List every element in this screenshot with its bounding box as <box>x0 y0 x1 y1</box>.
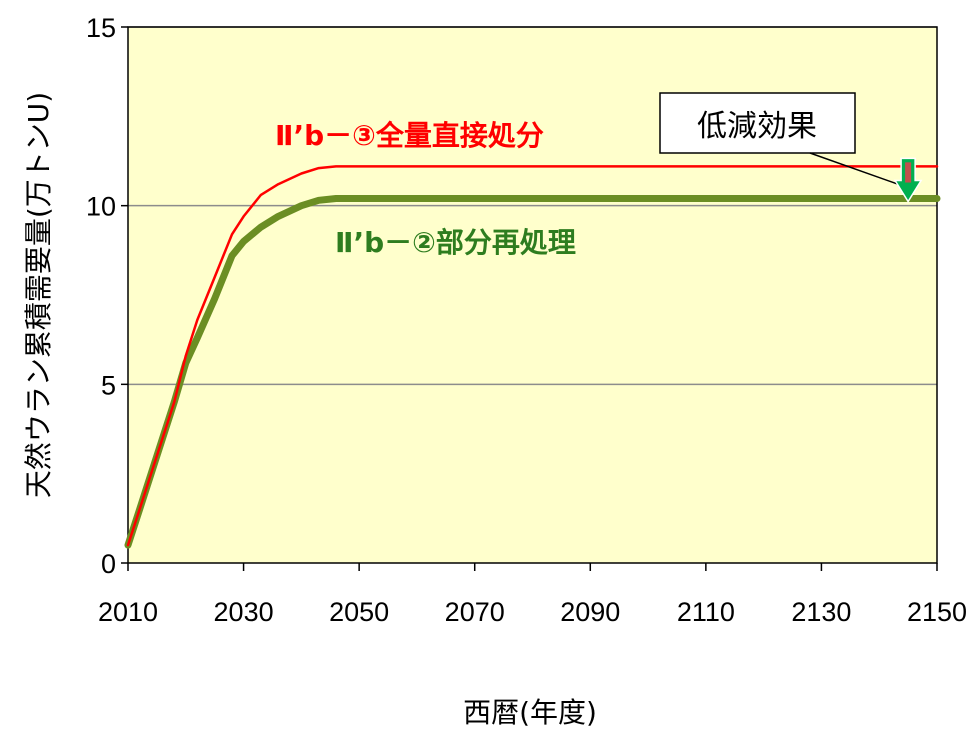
x-tick-label: 2130 <box>791 597 851 627</box>
series-line-1 <box>126 165 939 547</box>
x-tick-label: 2010 <box>98 597 158 627</box>
plot-border <box>127 26 938 564</box>
x-tick-label: 2050 <box>329 597 389 627</box>
x-tick-label: 2030 <box>214 597 274 627</box>
reduction-arrow-core <box>905 162 912 183</box>
y-tick-label: 15 <box>86 13 116 43</box>
series-label-2: Ⅱ’b－②部分再処理 <box>335 226 576 259</box>
y-tick-label: 5 <box>101 370 116 400</box>
x-tick-label: 2070 <box>445 597 505 627</box>
y-tick-label: 10 <box>86 192 116 222</box>
x-tick-label: 2110 <box>677 597 735 627</box>
y-tick-label: 0 <box>101 549 116 579</box>
y-axis-label: 天然ウラン累積需要量(万トンU) <box>22 92 55 498</box>
x-tick-label: 2090 <box>560 597 620 627</box>
callout-box <box>659 92 856 154</box>
series-label-1: Ⅱ’b－③全量直接処分 <box>275 119 544 152</box>
x-axis-label: 西暦(年度) <box>463 696 597 729</box>
callout-text: 低減効果 <box>697 109 817 144</box>
callout-leader <box>809 152 905 188</box>
x-tick-label: 2150 <box>907 597 967 627</box>
